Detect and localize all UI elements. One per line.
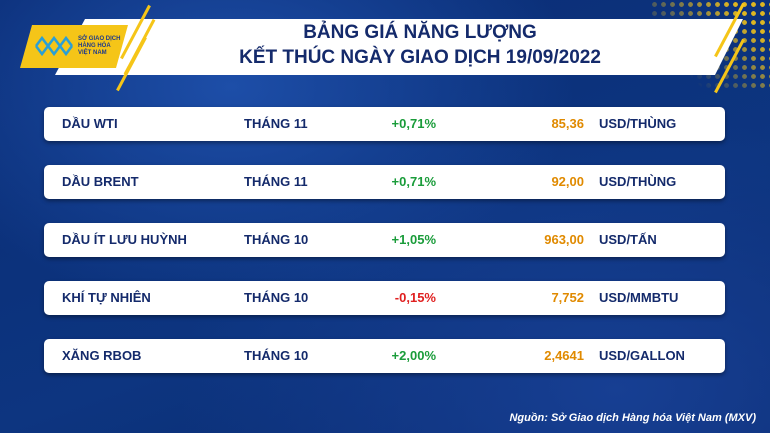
- header-banner: [55, 19, 743, 75]
- commodity-name: DẦU WTI: [62, 116, 118, 131]
- change-percent: +0,71%: [391, 116, 436, 131]
- contract-month: THÁNG 10: [244, 348, 309, 363]
- contract-month: THÁNG 10: [244, 290, 309, 305]
- price: 963,00: [544, 232, 584, 247]
- table-row: KHÍ TỰ NHIÊN THÁNG 10 -0,15% 7,752 USD/M…: [44, 281, 725, 315]
- change-percent: -0,15%: [394, 290, 436, 305]
- contract-month: THÁNG 10: [244, 232, 309, 247]
- logo-mark-icon: [34, 34, 76, 58]
- page-subtitle: KẾT THÚC NGÀY GIAO DỊCH 19/09/2022: [239, 47, 601, 68]
- price: 85,36: [551, 116, 584, 131]
- unit: USD/MMBTU: [599, 290, 679, 305]
- unit: USD/THÙNG: [599, 174, 677, 189]
- commodity-name: DẦU ÍT LƯU HUỲNH: [62, 232, 187, 247]
- commodity-name: DẦU BRENT: [62, 174, 139, 189]
- change-percent: +1,05%: [391, 232, 436, 247]
- price: 7,752: [551, 290, 584, 305]
- logo-line: SỞ GIAO DỊCH: [78, 36, 121, 42]
- unit: USD/GALLON: [599, 348, 685, 363]
- change-percent: +0,71%: [391, 174, 436, 189]
- page-title: BẢNG GIÁ NĂNG LƯỢNG: [303, 22, 537, 43]
- logo: SỞ GIAO DỊCH HÀNG HÓA VIỆT NAM: [20, 25, 128, 68]
- unit: USD/THÙNG: [599, 116, 677, 131]
- commodity-name: XĂNG RBOB: [62, 348, 142, 363]
- commodity-name: KHÍ TỰ NHIÊN: [62, 290, 151, 305]
- unit: USD/TẤN: [599, 232, 657, 247]
- table-row: XĂNG RBOB THÁNG 10 +2,00% 2,4641 USD/GAL…: [44, 339, 725, 373]
- table-row: DẦU WTI THÁNG 11 +0,71% 85,36 USD/THÙNG: [44, 107, 725, 141]
- price: 2,4641: [544, 348, 584, 363]
- logo-text: SỞ GIAO DỊCH HÀNG HÓA VIỆT NAM: [78, 36, 120, 57]
- logo-line: HÀNG HÓA: [78, 43, 111, 49]
- change-percent: +2,00%: [391, 348, 436, 363]
- contract-month: THÁNG 11: [244, 174, 308, 189]
- table-row: DẦU BRENT THÁNG 11 +0,71% 92,00 USD/THÙN…: [44, 165, 725, 199]
- source-note: Nguồn: Sở Giao dịch Hàng hóa Việt Nam (M…: [509, 412, 756, 424]
- price: 92,00: [551, 174, 584, 189]
- contract-month: THÁNG 11: [244, 116, 308, 131]
- logo-line: VIỆT NAM: [78, 50, 107, 56]
- table-row: DẦU ÍT LƯU HUỲNH THÁNG 10 +1,05% 963,00 …: [44, 223, 725, 257]
